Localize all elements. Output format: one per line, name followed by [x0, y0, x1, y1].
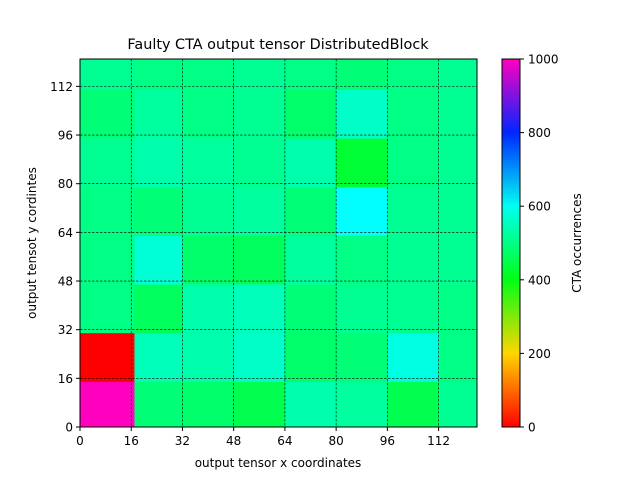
heatmap-cell-r7-c7 — [438, 59, 478, 90]
y-tick-label-112: 112 — [50, 80, 73, 94]
x-tick-label-64: 64 — [277, 434, 292, 448]
heatmap-cell-r3-c1 — [134, 235, 183, 285]
heatmap-cell-r3-c2 — [182, 235, 235, 285]
x-tick-label-96: 96 — [380, 434, 395, 448]
colorbar-tick-label-800: 800 — [528, 126, 551, 140]
heatmap-cell-r1-c5 — [336, 332, 388, 382]
heatmap-cell-r3-c4 — [284, 235, 337, 285]
x-tick-label-32: 32 — [175, 434, 190, 448]
colorbar-tick-label-0: 0 — [528, 421, 536, 435]
heatmap-cell-r6-c5 — [336, 89, 388, 139]
heatmap-cell-r0-c7 — [438, 381, 478, 428]
heatmap-cell-r7-c2 — [182, 59, 235, 90]
heatmap-cell-r0-c6 — [387, 381, 440, 428]
heatmap-cell-r3-c3 — [233, 235, 286, 285]
heatmap-cell-r4-c2 — [182, 186, 235, 236]
y-tick-label-0: 0 — [65, 421, 73, 435]
heatmap-cell-r5-c2 — [182, 138, 235, 188]
heatmap-cell-r2-c7 — [438, 284, 478, 334]
heatmap-cell-r3-c0 — [80, 235, 135, 285]
heatmap-cell-r5-c1 — [134, 138, 183, 188]
heatmap-cell-r2-c5 — [336, 284, 388, 334]
heatmap-cell-r6-c7 — [438, 89, 478, 139]
heatmap-cell-r4-c1 — [134, 186, 183, 236]
x-axis-ticks: 0 16 32 48 64 80 96 112 — [76, 427, 450, 448]
heatmap-cell-r5-c4 — [284, 138, 337, 188]
y-tick-label-64: 64 — [58, 226, 73, 240]
heatmap-cell-r0-c5 — [336, 381, 388, 428]
heatmap-cell-r4-c7 — [438, 186, 478, 236]
heatmap-cell-r1-c7 — [438, 332, 478, 382]
heatmap-cell-r0-c0 — [80, 381, 135, 428]
heatmap-cell-r2-c6 — [387, 284, 440, 334]
heatmap-cell-r0-c2 — [182, 381, 235, 428]
y-axis-label: output tensot y cordintes — [25, 167, 39, 319]
heatmap-cell-r7-c0 — [80, 59, 135, 90]
y-axis-ticks: 0 16 32 48 64 80 96 112 — [50, 80, 80, 435]
heatmap-cell-r4-c5 — [336, 186, 388, 236]
heatmap-cell-r0-c4 — [284, 381, 337, 428]
x-tick-label-0: 0 — [76, 434, 84, 448]
heatmap-cell-r7-c4 — [284, 59, 337, 90]
heatmap-cell-r1-c4 — [284, 332, 337, 382]
chart-title: Faulty CTA output tensor DistributedBloc… — [127, 37, 429, 53]
heatmap-cell-r2-c0 — [80, 284, 135, 334]
grid-lines — [80, 59, 477, 427]
heatmap-cell-r6-c2 — [182, 89, 235, 139]
colorbar — [501, 58, 521, 428]
x-axis-label: output tensor x coordinates — [195, 456, 362, 470]
heatmap-cell-r7-c6 — [387, 59, 440, 90]
heatmap-cell-r4-c4 — [284, 186, 337, 236]
heatmap-cell-r3-c5 — [336, 235, 388, 285]
heatmap-cell-r2-c3 — [233, 284, 286, 334]
heatmap-cell-r5-c6 — [387, 138, 440, 188]
heatmap-cell-r1-c3 — [233, 332, 286, 382]
colorbar-tick-label-600: 600 — [528, 200, 551, 214]
heatmap-cell-r5-c0 — [80, 138, 135, 188]
heatmap-cell-r3-c6 — [387, 235, 440, 285]
heatmap-cell-r0-c3 — [233, 381, 286, 428]
y-tick-label-48: 48 — [58, 275, 73, 289]
heatmap-cell-r5-c7 — [438, 138, 478, 188]
heatmap-cell-r6-c6 — [387, 89, 440, 139]
heatmap-cells — [80, 59, 478, 428]
heatmap-cell-r2-c2 — [182, 284, 235, 334]
x-tick-label-16: 16 — [124, 434, 139, 448]
heatmap-cell-r2-c4 — [284, 284, 337, 334]
colorbar-tick-label-1000: 1000 — [528, 53, 559, 67]
plot-frame — [79, 58, 478, 428]
heatmap-cell-r0-c1 — [134, 381, 183, 428]
heatmap-cell-r4-c3 — [233, 186, 286, 236]
heatmap-cell-r1-c0 — [80, 332, 135, 382]
heatmap-cell-r1-c1 — [134, 332, 183, 382]
colorbar-tick-label-400: 400 — [528, 273, 551, 287]
y-tick-label-96: 96 — [58, 129, 73, 143]
heatmap-cell-r7-c3 — [233, 59, 286, 90]
heatmap-cell-r6-c1 — [134, 89, 183, 139]
heatmap-cell-r5-c3 — [233, 138, 286, 188]
x-tick-label-112: 112 — [427, 434, 450, 448]
x-tick-label-48: 48 — [226, 434, 241, 448]
heatmap-cell-r6-c4 — [284, 89, 337, 139]
y-tick-label-16: 16 — [58, 372, 73, 386]
heatmap-cell-r4-c0 — [80, 186, 135, 236]
y-tick-label-80: 80 — [58, 177, 73, 191]
x-tick-label-80: 80 — [328, 434, 343, 448]
heatmap-cell-r1-c6 — [387, 332, 440, 382]
heatmap-cell-r5-c5 — [336, 138, 388, 188]
y-tick-label-32: 32 — [58, 323, 73, 337]
colorbar-ticks: 0 200 400 600 800 1000 — [520, 53, 559, 435]
heatmap-cell-r7-c5 — [336, 59, 388, 90]
heatmap-cell-r3-c7 — [438, 235, 478, 285]
colorbar-label: CTA occurrences — [570, 193, 584, 293]
heatmap-cell-r6-c3 — [233, 89, 286, 139]
heatmap-cell-r2-c1 — [134, 284, 183, 334]
colorbar-tick-label-200: 200 — [528, 347, 551, 361]
heatmap-cell-r1-c2 — [182, 332, 235, 382]
heatmap-cell-r7-c1 — [134, 59, 183, 90]
heatmap-cell-r6-c0 — [80, 89, 135, 139]
heatmap-cell-r4-c6 — [387, 186, 440, 236]
